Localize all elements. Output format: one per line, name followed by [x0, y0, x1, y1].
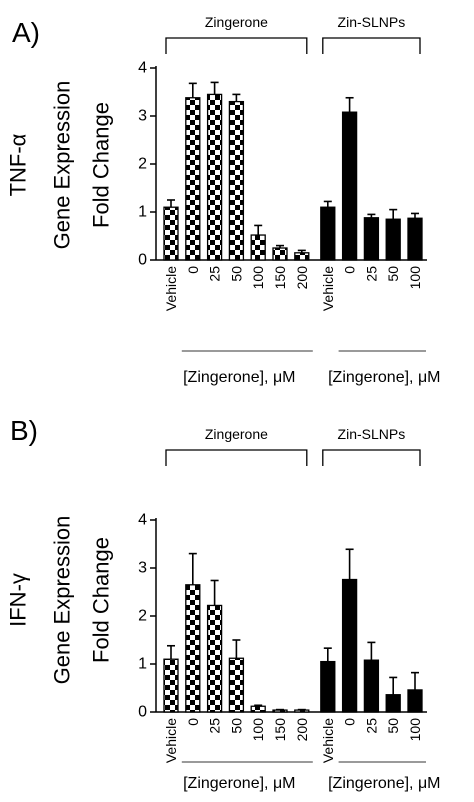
- y-axis-label-line: Gene Expression: [50, 81, 75, 250]
- x-tick-label: 200: [294, 718, 310, 742]
- y-tick-label: 2: [138, 608, 147, 625]
- bar: [385, 218, 401, 261]
- bar: [363, 217, 380, 261]
- bar: [320, 660, 336, 713]
- x-tick-label: Vehicle: [320, 718, 336, 763]
- group-label: Zingerone: [205, 426, 268, 442]
- bar: [228, 100, 245, 261]
- x-tick-label: 200: [294, 266, 310, 290]
- bar: [206, 93, 223, 261]
- y-tick-label: 4: [138, 60, 147, 77]
- x-tick-label: 100: [407, 718, 423, 742]
- chart-panels: A) TNF-α Gene Expression Fold Change 0 1 2 3 4 Ve…: [6, 14, 441, 792]
- x-tick-label: 100: [250, 266, 266, 290]
- x-axis-title: [Zingerone], μM: [328, 775, 440, 792]
- x-tick-label: 0: [185, 718, 201, 726]
- y-axis-label-line: Gene Expression: [50, 516, 75, 685]
- x-tick-label: 50: [385, 266, 401, 282]
- y-tick-label: 1: [138, 656, 147, 673]
- y-tick-label: 3: [138, 108, 147, 125]
- bar: [250, 705, 266, 713]
- group-bracket: [165, 449, 308, 466]
- x-tick-label: 25: [207, 266, 223, 282]
- x-tick-label: 0: [185, 266, 201, 274]
- x-axis-title: [Zingerone], μM: [183, 369, 295, 386]
- bar: [363, 659, 380, 713]
- y-tick-label: 4: [138, 512, 147, 529]
- y-axis-label-line: Fold Change: [89, 537, 114, 663]
- x-tick-label: 150: [272, 718, 288, 742]
- bar: [163, 206, 179, 261]
- x-tick-label: 100: [407, 266, 423, 290]
- bar: [385, 694, 401, 713]
- x-tick-label: 50: [228, 718, 244, 734]
- chart-panel-2: B) IFN-γ Gene Expression Fold Change 0 1 2 3 4 Ve…: [6, 415, 441, 792]
- y-axis-label-line: IFN-γ: [6, 573, 31, 627]
- x-tick-label: 150: [272, 266, 288, 290]
- bar: [272, 247, 288, 261]
- bar: [163, 658, 179, 713]
- x-tick-label: 50: [385, 718, 401, 734]
- y-tick-label: 2: [138, 156, 147, 173]
- panel-letter: A): [12, 17, 40, 48]
- y-axis-label-line: Fold Change: [89, 102, 114, 228]
- group-label: Zin-SLNPs: [338, 426, 406, 442]
- bar: [341, 111, 358, 261]
- group-label: Zingerone: [205, 14, 268, 30]
- bar: [250, 234, 266, 261]
- x-tick-label: Vehicle: [320, 266, 336, 311]
- bar: [185, 584, 201, 713]
- x-tick-label: Vehicle: [163, 718, 179, 763]
- x-tick-label: 25: [363, 266, 379, 282]
- bar: [407, 217, 423, 261]
- y-tick-label: 3: [138, 560, 147, 577]
- x-tick-label: Vehicle: [163, 266, 179, 311]
- x-axis-title: [Zingerone], μM: [183, 775, 295, 792]
- bar: [206, 604, 223, 713]
- y-tick-label: 0: [138, 704, 147, 721]
- y-tick-label: 1: [138, 204, 147, 221]
- x-tick-label: 50: [228, 266, 244, 282]
- x-tick-label: 25: [363, 718, 379, 734]
- bar: [320, 206, 336, 261]
- group-bracket: [165, 37, 308, 54]
- y-axis-label-line: TNF-α: [6, 133, 31, 196]
- x-axis-title: [Zingerone], μM: [328, 369, 440, 386]
- x-tick-label: 0: [342, 266, 358, 274]
- x-tick-label: 100: [250, 718, 266, 742]
- panel-letter: B): [10, 415, 38, 446]
- y-tick-label: 0: [138, 252, 147, 269]
- bar: [228, 657, 245, 713]
- bar: [341, 578, 358, 713]
- bar: [294, 252, 310, 261]
- group-bracket: [322, 449, 421, 466]
- bar: [407, 689, 423, 713]
- group-label: Zin-SLNPs: [338, 14, 406, 30]
- chart-panel-1: A) TNF-α Gene Expression Fold Change 0 1 2 3 4 Ve…: [6, 14, 441, 386]
- x-tick-label: 0: [342, 718, 358, 726]
- bar: [185, 97, 201, 261]
- x-tick-label: 25: [207, 718, 223, 734]
- group-bracket: [322, 37, 421, 54]
